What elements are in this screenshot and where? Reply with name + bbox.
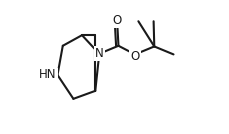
Text: HN: HN [39,68,57,81]
Text: N: N [95,47,104,60]
Text: O: O [112,14,122,27]
Text: O: O [131,50,140,63]
